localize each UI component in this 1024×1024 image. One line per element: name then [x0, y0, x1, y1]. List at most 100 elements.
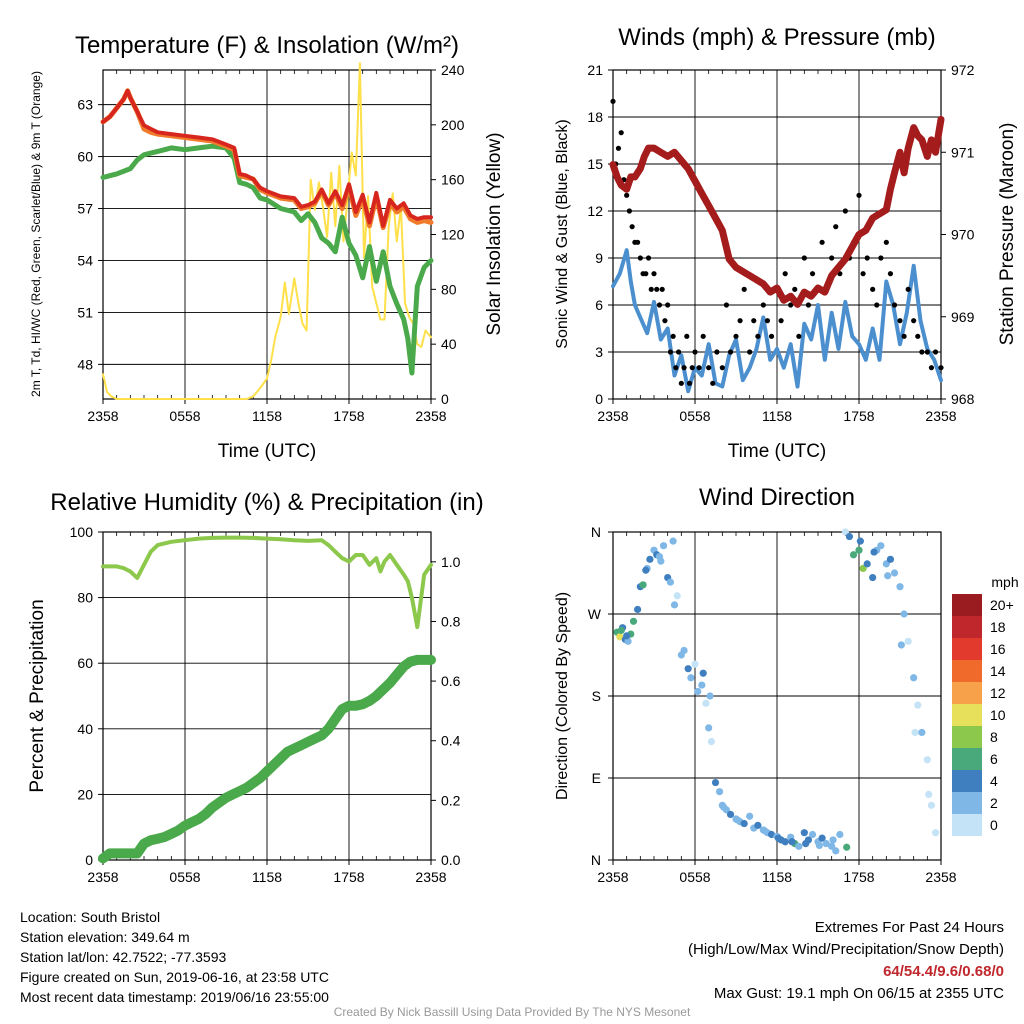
- direction-point: [746, 812, 754, 820]
- gust-point: [747, 349, 753, 355]
- direction-point: [774, 834, 782, 842]
- direction-point: [829, 836, 837, 844]
- direction-point: [800, 829, 808, 837]
- y2-tick-label: 0.0: [441, 852, 461, 868]
- y-axis-label: Sonic Wind & Gust (Blue, Black): [554, 119, 571, 348]
- chart-panel-1: [98, 62, 436, 404]
- gust-point: [651, 271, 657, 277]
- y2-tick-label: 969: [951, 309, 975, 325]
- credit-line: Created By Nick Bassill Using Data Provi…: [333, 1005, 691, 1019]
- chart-panel-4: [608, 528, 942, 865]
- gust-point: [938, 365, 944, 371]
- gust-point: [610, 98, 616, 104]
- colorbar-label: 2: [990, 795, 998, 811]
- x-tick-label: 0558: [169, 408, 200, 424]
- y2-tick-label: 200: [441, 117, 465, 133]
- gust-point: [648, 286, 654, 292]
- direction-point: [733, 816, 741, 824]
- gust-point: [727, 349, 734, 355]
- gust-point: [673, 365, 679, 371]
- chart-title: Wind Direction: [699, 484, 855, 511]
- x-tick-label: 1158: [252, 869, 282, 885]
- gust-point: [714, 349, 720, 355]
- direction-point: [869, 573, 877, 582]
- gust-point: [645, 255, 652, 261]
- x-axis-label: Time (UTC): [728, 441, 827, 462]
- gust-point: [860, 271, 866, 277]
- colorbar-swatch: [952, 814, 982, 836]
- direction-point: [900, 610, 908, 618]
- colorbar-label: 16: [990, 641, 1006, 657]
- direction-point: [877, 542, 885, 550]
- gust-point: [932, 349, 939, 355]
- y2-tick-label: 80: [441, 281, 457, 297]
- gust-point: [915, 333, 921, 339]
- direction-point: [684, 665, 692, 673]
- chart-title: Winds (mph) & Pressure (mb): [618, 24, 935, 51]
- y2-axis-label: Solar Insolation (Yellow): [484, 132, 505, 335]
- direction-point: [634, 605, 642, 614]
- y2-tick-label: 40: [441, 336, 457, 352]
- x-tick-label: 1758: [333, 408, 364, 424]
- x-tick-label: 1158: [252, 408, 282, 424]
- colorbar-label: 4: [990, 773, 998, 789]
- y-tick-label: 54: [77, 252, 93, 268]
- gust-point: [626, 208, 633, 214]
- y2-tick-label: 972: [951, 62, 975, 78]
- direction-point: [802, 840, 810, 848]
- x-axis-label: Time (UTC): [218, 441, 317, 462]
- x-tick-label: 2358: [597, 408, 628, 424]
- y-tick-label: 18: [587, 109, 603, 125]
- y-tick-label: 12: [587, 203, 603, 219]
- gust-point: [676, 349, 682, 355]
- direction-point: [761, 827, 769, 835]
- gust-point: [856, 192, 862, 198]
- series-pressure-line: [609, 115, 945, 308]
- direction-point: [624, 637, 632, 645]
- gust-point: [782, 271, 788, 277]
- gust-point: [788, 302, 794, 308]
- gust-point: [686, 380, 693, 386]
- direction-point: [863, 560, 871, 568]
- direction-point: [673, 592, 681, 600]
- extremes-heading: Extremes For Past 24 Hours: [814, 919, 1004, 936]
- colorbar-swatch: [952, 770, 982, 792]
- direction-point: [849, 551, 858, 559]
- gust-point: [629, 224, 635, 230]
- gust-point: [829, 255, 835, 261]
- direction-point: [927, 801, 936, 809]
- gust-point: [801, 255, 807, 261]
- direction-point: [680, 646, 688, 655]
- y-tick-label: 48: [77, 356, 93, 372]
- colorbar-label: 10: [990, 707, 1006, 723]
- y2-tick-label: 160: [441, 172, 465, 188]
- colorbar-title: mph: [991, 574, 1018, 590]
- direction-point: [897, 641, 905, 649]
- x-tick-label: 1158: [762, 408, 792, 424]
- gust-point: [684, 333, 690, 339]
- gust-point: [662, 318, 668, 324]
- y2-tick-label: 240: [441, 62, 465, 78]
- gust-point: [897, 318, 903, 324]
- direction-point: [711, 778, 720, 787]
- direction-point: [698, 681, 706, 689]
- gust-point: [700, 333, 706, 339]
- y-tick-label: 0: [85, 852, 93, 868]
- direction-point: [687, 674, 695, 682]
- direction-point: [931, 829, 940, 837]
- gust-point: [842, 208, 848, 214]
- direction-point: [925, 790, 933, 799]
- colorbar-swatch: [952, 704, 982, 726]
- gust-point: [883, 239, 889, 245]
- x-tick-label: 0558: [169, 869, 200, 885]
- gust-point: [689, 365, 695, 371]
- x-tick-label: 2358: [925, 869, 956, 885]
- gust-point: [911, 318, 917, 324]
- gust-point: [723, 302, 730, 308]
- extremes-subheading: (High/Low/Max Wind/Precipitation/Snow De…: [688, 941, 1004, 958]
- y-axis-label: 2m T, Td, HI/WC (Red, Green, Scarlet/Blu…: [29, 71, 43, 397]
- direction-point: [716, 788, 724, 796]
- speed-colorbar: [952, 594, 982, 836]
- gust-point: [637, 255, 643, 261]
- series-dewpoint-line: [100, 143, 434, 376]
